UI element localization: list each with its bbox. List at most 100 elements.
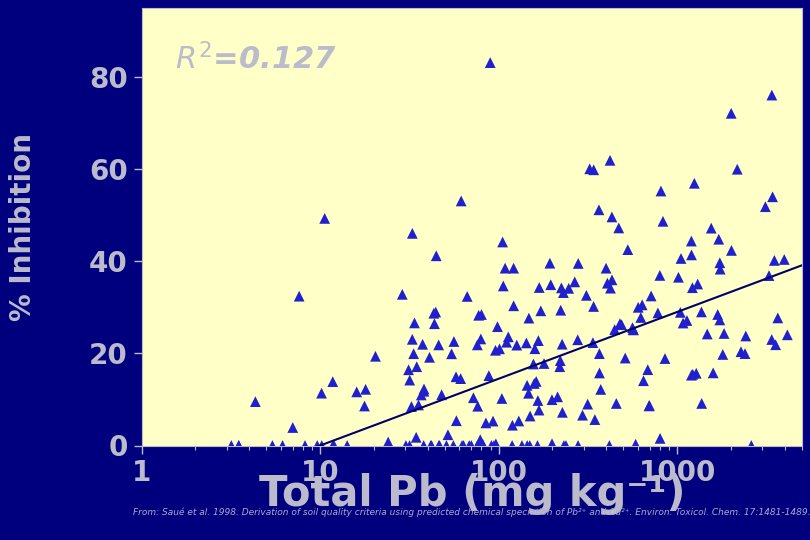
Point	[471, 402, 484, 410]
Point	[621, 245, 634, 254]
Point	[735, 347, 748, 356]
Point	[447, 441, 460, 450]
Point	[520, 339, 533, 347]
Point	[531, 396, 544, 405]
Point	[557, 288, 570, 297]
Point	[472, 311, 485, 320]
Point	[604, 284, 617, 293]
Point	[654, 271, 667, 280]
Point	[599, 264, 612, 273]
Point	[712, 235, 725, 244]
Point	[450, 416, 463, 425]
Point	[465, 441, 478, 450]
Point	[680, 316, 693, 325]
Point	[595, 385, 608, 394]
Point	[497, 282, 509, 291]
Point	[636, 301, 649, 309]
Point	[626, 323, 639, 332]
Point	[740, 332, 752, 340]
Point	[454, 374, 467, 383]
Point	[571, 335, 584, 344]
Point	[535, 307, 548, 315]
Point	[610, 399, 623, 408]
Point	[527, 360, 540, 368]
Point	[601, 279, 614, 287]
Point	[408, 319, 421, 327]
Point	[505, 441, 518, 450]
Text: % Inhibition: % Inhibition	[9, 133, 36, 321]
Point	[745, 441, 758, 450]
Point	[412, 401, 425, 409]
Point	[627, 326, 640, 334]
Point	[433, 441, 446, 450]
Point	[654, 187, 667, 195]
Point	[406, 335, 419, 343]
Point	[521, 441, 534, 450]
Point	[560, 441, 573, 450]
Point	[554, 356, 567, 365]
Point	[299, 441, 312, 450]
Text: $R^2$=0.127: $R^2$=0.127	[175, 43, 336, 76]
Point	[695, 399, 708, 408]
Point	[480, 418, 492, 427]
Point	[318, 214, 331, 222]
Point	[765, 335, 778, 344]
Point	[686, 284, 699, 292]
Point	[556, 340, 569, 348]
Point	[569, 278, 582, 286]
Point	[489, 346, 502, 355]
Point	[499, 264, 512, 273]
Point	[417, 384, 430, 393]
Point	[686, 370, 699, 379]
Point	[588, 415, 601, 424]
Point	[512, 417, 525, 426]
Point	[528, 345, 541, 353]
Point	[403, 376, 416, 384]
Point	[532, 406, 545, 414]
Point	[674, 308, 687, 316]
Point	[523, 441, 536, 450]
Point	[556, 408, 569, 417]
Point	[606, 275, 619, 284]
Point	[399, 441, 412, 450]
Point	[350, 388, 363, 396]
Point	[487, 417, 500, 426]
Point	[292, 292, 305, 300]
Point	[691, 280, 704, 288]
Point	[718, 329, 731, 338]
Point	[654, 434, 667, 443]
Point	[429, 308, 442, 316]
Point	[327, 441, 340, 450]
Point	[483, 372, 496, 380]
Point	[530, 377, 543, 386]
Point	[716, 350, 729, 359]
Point	[656, 217, 669, 226]
Point	[615, 320, 628, 329]
Point	[417, 387, 430, 396]
Point	[476, 440, 489, 448]
Point	[496, 394, 509, 403]
Point	[651, 308, 664, 317]
Point	[441, 430, 454, 439]
Point	[507, 301, 520, 310]
Point	[428, 309, 441, 318]
Point	[402, 366, 415, 374]
Point	[557, 441, 570, 450]
Point	[739, 349, 752, 358]
Point	[500, 338, 513, 347]
Point	[424, 441, 437, 450]
Point	[474, 435, 487, 444]
Point	[685, 251, 698, 259]
Point	[768, 256, 781, 265]
Point	[637, 376, 650, 385]
Point	[510, 341, 523, 349]
Point	[425, 441, 438, 450]
Point	[582, 400, 595, 408]
Point	[531, 441, 544, 450]
Point	[467, 393, 480, 402]
Point	[587, 165, 600, 174]
Point	[685, 237, 698, 245]
Point	[562, 284, 575, 293]
Point	[759, 202, 772, 211]
Point	[415, 390, 428, 399]
